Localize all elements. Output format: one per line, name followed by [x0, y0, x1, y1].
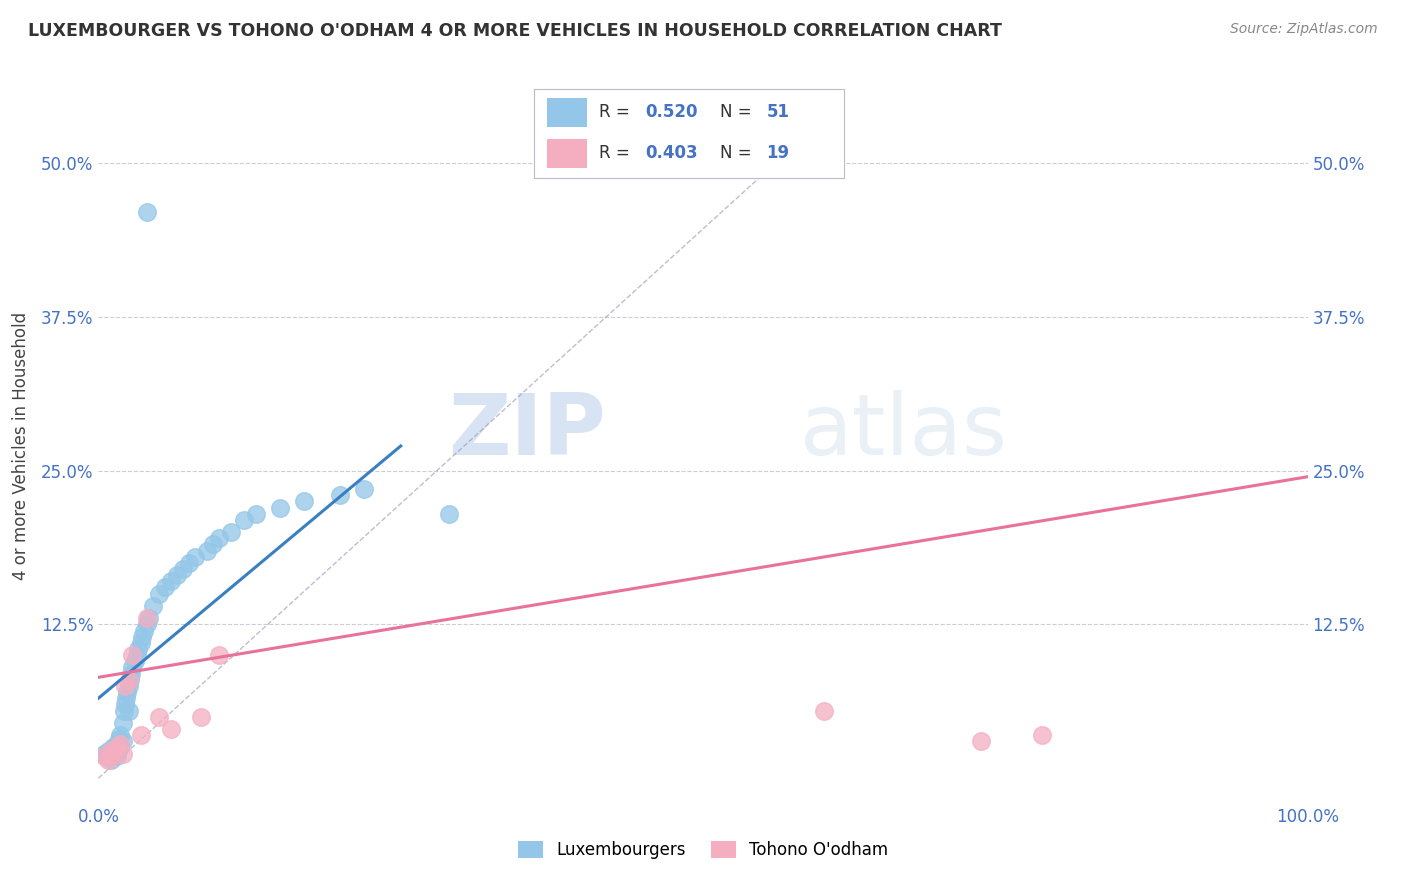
- Point: [108, 728, 131, 742]
- Text: R =: R =: [599, 145, 636, 162]
- Point: [97, 753, 120, 767]
- Point: [129, 636, 152, 650]
- Point: [118, 673, 141, 687]
- Point: [127, 648, 149, 662]
- Point: [129, 728, 152, 742]
- Point: [111, 747, 134, 761]
- Point: [166, 568, 188, 582]
- Point: [107, 744, 129, 758]
- Point: [118, 673, 141, 687]
- Point: [160, 574, 183, 589]
- Point: [970, 734, 993, 748]
- Point: [813, 704, 835, 718]
- Point: [131, 630, 153, 644]
- Text: ZIP: ZIP: [449, 390, 606, 474]
- Text: LUXEMBOURGER VS TOHONO O'ODHAM 4 OR MORE VEHICLES IN HOUSEHOLD CORRELATION CHART: LUXEMBOURGER VS TOHONO O'ODHAM 4 OR MORE…: [28, 22, 1002, 40]
- Point: [208, 648, 231, 662]
- Point: [134, 624, 156, 638]
- Point: [135, 205, 157, 219]
- Text: N =: N =: [720, 103, 756, 121]
- Text: 0.520: 0.520: [645, 103, 699, 121]
- Point: [135, 611, 157, 625]
- Point: [121, 648, 143, 662]
- Text: atlas: atlas: [800, 390, 1008, 474]
- Point: [148, 709, 170, 723]
- Point: [269, 500, 291, 515]
- Point: [114, 698, 136, 712]
- Point: [121, 660, 143, 674]
- Point: [232, 513, 254, 527]
- Point: [1031, 728, 1053, 742]
- Point: [97, 744, 120, 758]
- Point: [221, 525, 243, 540]
- Point: [353, 482, 375, 496]
- Text: 19: 19: [766, 145, 789, 162]
- Point: [124, 654, 146, 668]
- Point: [172, 562, 194, 576]
- Legend: Luxembourgers, Tohono O'odham: Luxembourgers, Tohono O'odham: [512, 834, 894, 866]
- Y-axis label: 4 or more Vehicles in Household: 4 or more Vehicles in Household: [11, 312, 30, 580]
- Text: Source: ZipAtlas.com: Source: ZipAtlas.com: [1230, 22, 1378, 37]
- Point: [195, 543, 218, 558]
- Point: [118, 679, 141, 693]
- Point: [93, 747, 115, 761]
- Point: [105, 740, 128, 755]
- Point: [111, 715, 134, 730]
- Point: [138, 611, 160, 625]
- Point: [184, 549, 207, 564]
- Point: [100, 753, 122, 767]
- Point: [93, 749, 115, 764]
- Point: [179, 556, 201, 570]
- Point: [96, 749, 118, 764]
- Point: [108, 740, 131, 755]
- Text: 51: 51: [766, 103, 789, 121]
- Point: [105, 749, 128, 764]
- Point: [108, 731, 131, 746]
- Point: [202, 537, 225, 551]
- Point: [153, 581, 176, 595]
- Point: [111, 734, 134, 748]
- Point: [120, 666, 142, 681]
- Point: [103, 747, 125, 761]
- Point: [190, 709, 212, 723]
- Point: [114, 679, 136, 693]
- Point: [160, 722, 183, 736]
- Point: [101, 749, 124, 764]
- Point: [112, 704, 135, 718]
- FancyBboxPatch shape: [547, 98, 586, 127]
- Point: [142, 599, 165, 613]
- Text: 0.403: 0.403: [645, 145, 699, 162]
- Point: [135, 617, 157, 632]
- Text: R =: R =: [599, 103, 636, 121]
- Point: [127, 642, 149, 657]
- Point: [117, 685, 139, 699]
- Point: [245, 507, 267, 521]
- Point: [118, 704, 141, 718]
- Point: [437, 507, 460, 521]
- Point: [208, 531, 231, 545]
- Point: [329, 488, 352, 502]
- Point: [100, 744, 122, 758]
- Point: [105, 737, 128, 751]
- Point: [108, 737, 131, 751]
- Text: N =: N =: [720, 145, 756, 162]
- FancyBboxPatch shape: [547, 139, 586, 168]
- Point: [148, 587, 170, 601]
- Point: [115, 691, 138, 706]
- Point: [101, 740, 124, 755]
- Point: [292, 494, 315, 508]
